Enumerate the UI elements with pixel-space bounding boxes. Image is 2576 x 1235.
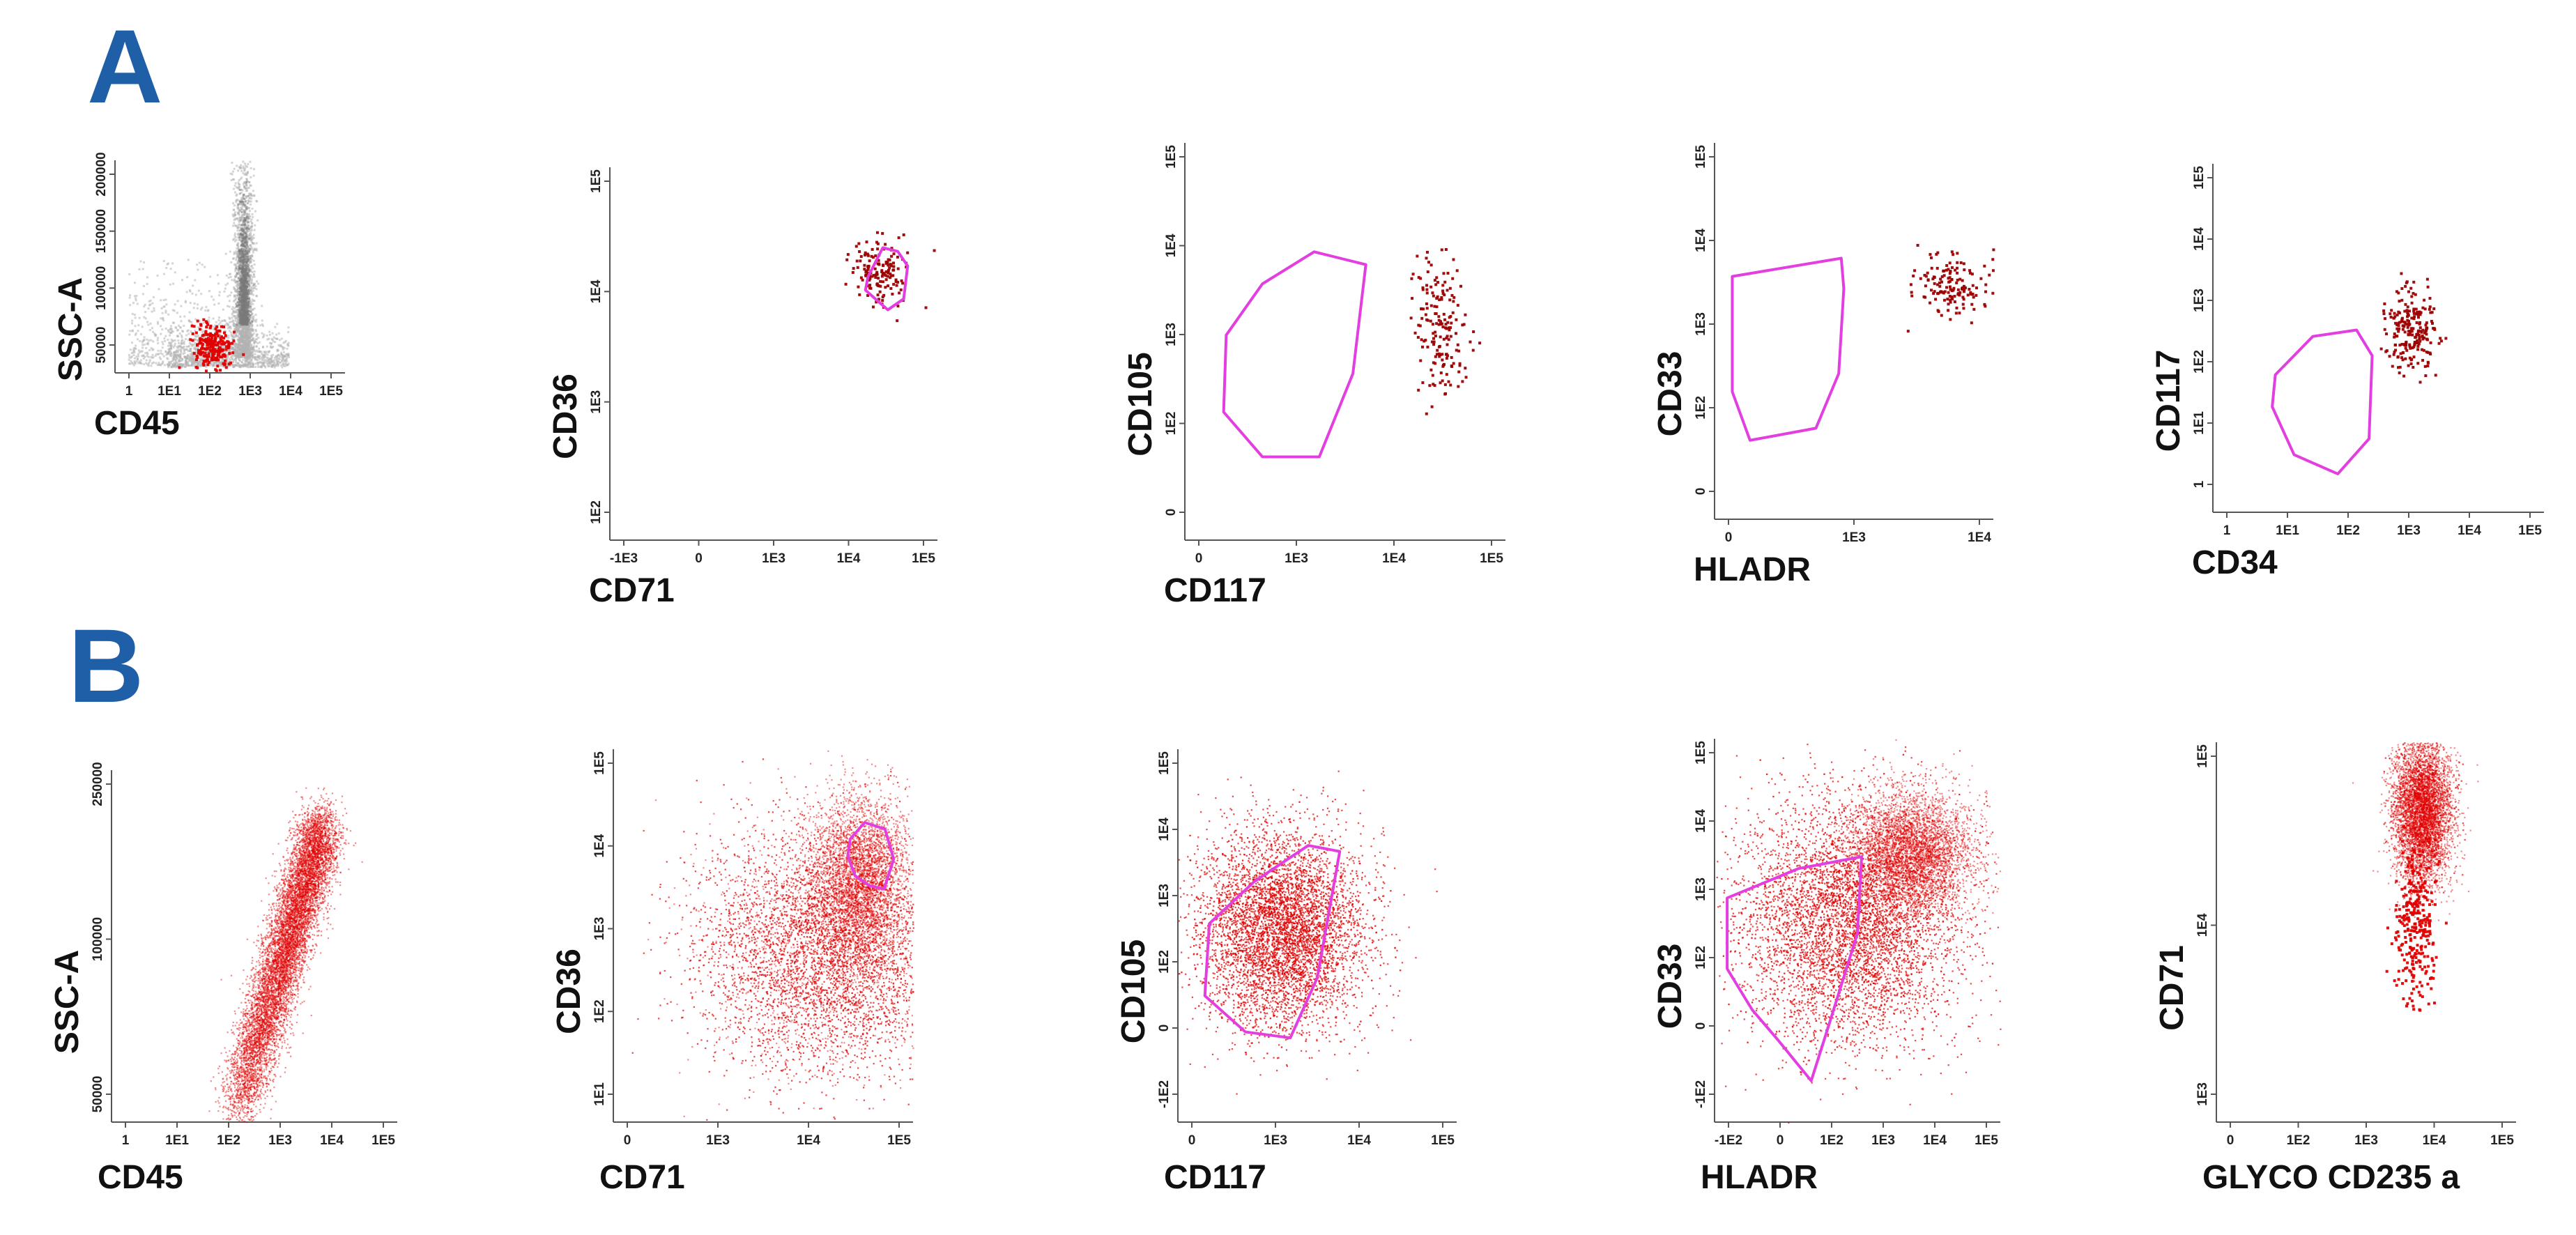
bg-event — [167, 345, 169, 347]
bg-event — [146, 276, 148, 278]
bg-event — [135, 298, 137, 300]
plot-a1: 1 1E1 1E2 1E3 1E4 1E550000100000150000200000C… — [52, 152, 345, 442]
bg-event — [217, 302, 220, 305]
bg-event — [165, 267, 167, 269]
bg-event — [149, 329, 151, 331]
bg-event — [140, 261, 142, 263]
bg-event — [205, 306, 207, 308]
bg-event — [183, 316, 185, 318]
bg-event — [144, 304, 146, 306]
bg-event — [256, 325, 259, 327]
bg-event — [253, 274, 255, 276]
bg-event — [141, 351, 144, 353]
bg-event — [187, 259, 190, 261]
bg-event — [163, 260, 165, 262]
bg-event — [164, 335, 167, 337]
bg-event — [254, 270, 256, 273]
bg-event — [255, 288, 257, 290]
bg-event — [233, 204, 236, 206]
bg-event — [225, 253, 227, 255]
bg-event — [281, 338, 283, 340]
figure-canvas: 1 1E1 1E2 1E3 1E4 1E550000100000150000200000C… — [0, 0, 2576, 1235]
bg-event — [194, 279, 196, 281]
bg-event — [271, 338, 273, 340]
bg-event — [272, 346, 274, 348]
bg-event — [185, 334, 187, 336]
bg-event — [251, 223, 253, 225]
bg-event — [254, 314, 256, 316]
bg-event — [150, 365, 152, 367]
bg-event — [213, 318, 215, 320]
bg-event — [151, 327, 153, 329]
bg-event — [230, 276, 232, 278]
bg-event — [252, 216, 254, 218]
bg-event — [254, 366, 256, 368]
bg-event — [218, 316, 220, 319]
bg-event — [138, 268, 140, 270]
bg-event — [142, 293, 144, 295]
bg-event — [129, 294, 131, 296]
bg-event — [222, 309, 224, 311]
bg-event — [259, 342, 261, 344]
bg-event — [137, 338, 139, 340]
bg-event — [254, 210, 256, 213]
bg-event — [150, 323, 152, 325]
bg-event — [196, 263, 198, 266]
bg-event — [218, 294, 220, 296]
bg-event — [230, 291, 232, 293]
